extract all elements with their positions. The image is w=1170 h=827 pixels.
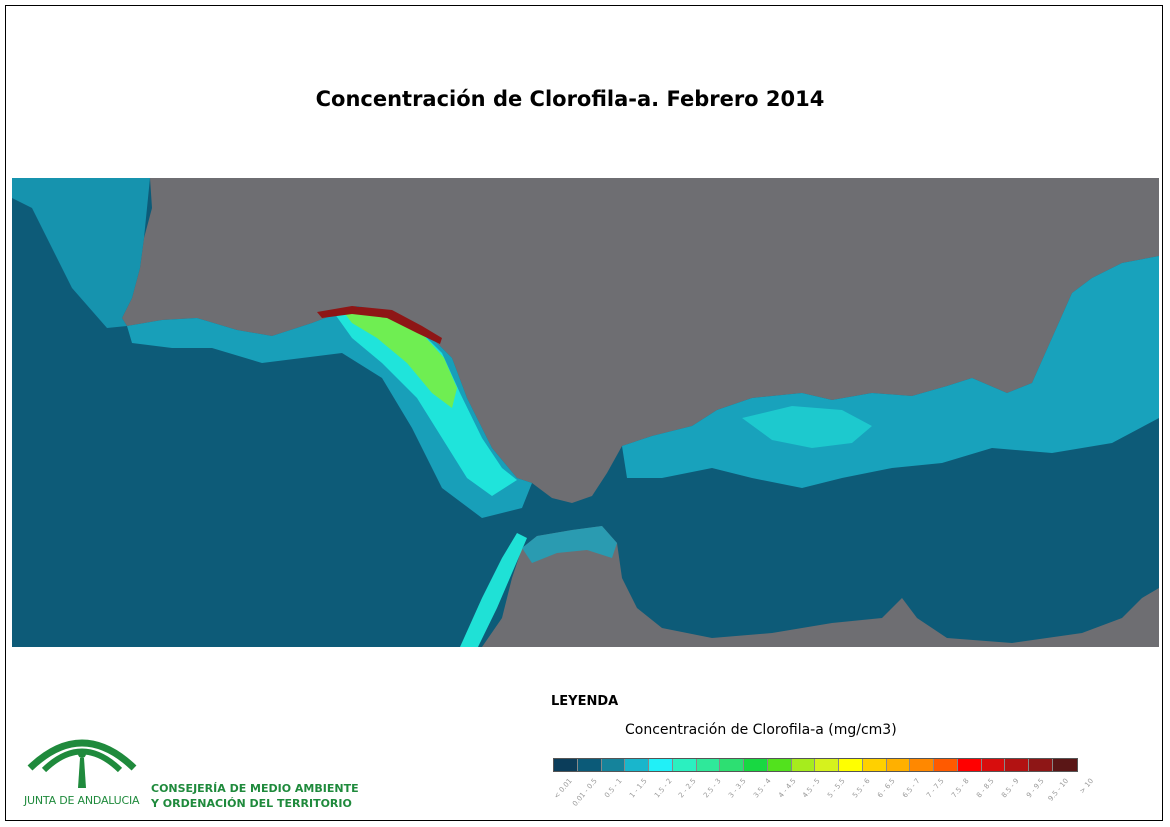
- junta-logo: [22, 728, 142, 788]
- legend-tick-label: 3 - 3.5: [726, 777, 748, 800]
- chlorophyll-plume: [332, 308, 517, 496]
- legend-swatch: [720, 759, 744, 771]
- legend-swatch: [910, 759, 934, 771]
- legend-tick-label: 5 - 5.5: [826, 777, 847, 800]
- legend-tick-label: 2 - 2.5: [677, 777, 699, 800]
- coastal-band-alboran: [622, 256, 1159, 488]
- legend-swatch: [934, 759, 958, 771]
- legend-tick-label: 9 - 9.5: [1024, 777, 1046, 800]
- legend-swatch: [791, 759, 816, 771]
- legend-swatch: [625, 759, 649, 771]
- legend-tick-label: 7 - 7.5: [925, 777, 947, 800]
- coastal-band-alboran-inner: [742, 406, 872, 448]
- legend-tick-label: 7.5 - 8: [950, 777, 971, 800]
- department-line-1: CONSEJERÍA DE MEDIO AMBIENTE: [151, 782, 359, 795]
- legend-tick-label: 3.5 - 4: [751, 777, 773, 800]
- legend-tick-label: > 10: [1077, 777, 1095, 796]
- legend-swatch: [839, 759, 863, 771]
- legend-swatch: [886, 759, 911, 771]
- land-iberia: [122, 178, 1159, 503]
- legend-tick-label: 8.5 - 9: [999, 777, 1021, 800]
- legend-tick-label: 4.5 - 5: [801, 777, 823, 800]
- legend-tick-label: 6 - 6.5: [875, 777, 897, 800]
- coastal-band-portugal: [12, 178, 150, 328]
- legend-swatch: [767, 759, 792, 771]
- department-line-2: Y ORDENACIÓN DEL TERRITORIO: [151, 797, 352, 810]
- department-name: CONSEJERÍA DE MEDIO AMBIENTE Y ORDENACIÓ…: [151, 781, 359, 811]
- legend-tick-label: 0.5 - 1: [602, 777, 624, 800]
- map-title: Concentración de Clorofila-a. Febrero 20…: [315, 87, 825, 111]
- legend-heading: LEYENDA: [551, 694, 619, 709]
- legend-tick-label: 2.5 - 3: [702, 777, 723, 800]
- legend-tick-label: 1 - 1.5: [627, 777, 649, 800]
- legend-swatch: [577, 759, 602, 771]
- legend-tick-label: < 0.01: [552, 777, 575, 801]
- chlorophyll-high: [342, 310, 457, 408]
- map-svg: [12, 178, 1159, 647]
- legend-tick-label: 1.5 - 2: [652, 777, 674, 800]
- legend-swatch: [862, 759, 887, 771]
- legend-swatch: [672, 759, 697, 771]
- coastal-strip-strait: [460, 533, 527, 647]
- legend-tick-label: 5.5 - 6: [850, 777, 872, 800]
- legend-tick-label: 6.5 - 7: [900, 777, 922, 800]
- chlorophyll-hotspot: [317, 306, 442, 344]
- legend-swatch: [554, 759, 578, 771]
- legend-tick-label: 9.5 - 10: [1046, 777, 1071, 803]
- page-frame: [5, 5, 1163, 821]
- legend-swatch: [815, 759, 839, 771]
- brand-name: JUNTA DE ANDALUCIA: [24, 794, 140, 807]
- legend-swatch: [1005, 759, 1029, 771]
- legend-subtitle: Concentración de Clorofila-a (mg/cm3): [625, 722, 897, 738]
- coastal-band-africa: [522, 526, 617, 563]
- legend-swatch: [981, 759, 1006, 771]
- legend-swatch: [696, 759, 721, 771]
- legend-swatch: [1052, 759, 1077, 771]
- legend-swatch: [744, 759, 768, 771]
- legend-swatch: [601, 759, 626, 771]
- legend-swatch: [957, 759, 982, 771]
- legend-swatch: [1029, 759, 1053, 771]
- chlorophyll-map: [12, 178, 1159, 647]
- legend-color-scale: [553, 758, 1078, 772]
- legend-tick-label: 4 - 4.5: [776, 777, 798, 800]
- legend-swatch: [649, 759, 673, 771]
- legend-tick-label: 8 - 8.5: [974, 777, 996, 800]
